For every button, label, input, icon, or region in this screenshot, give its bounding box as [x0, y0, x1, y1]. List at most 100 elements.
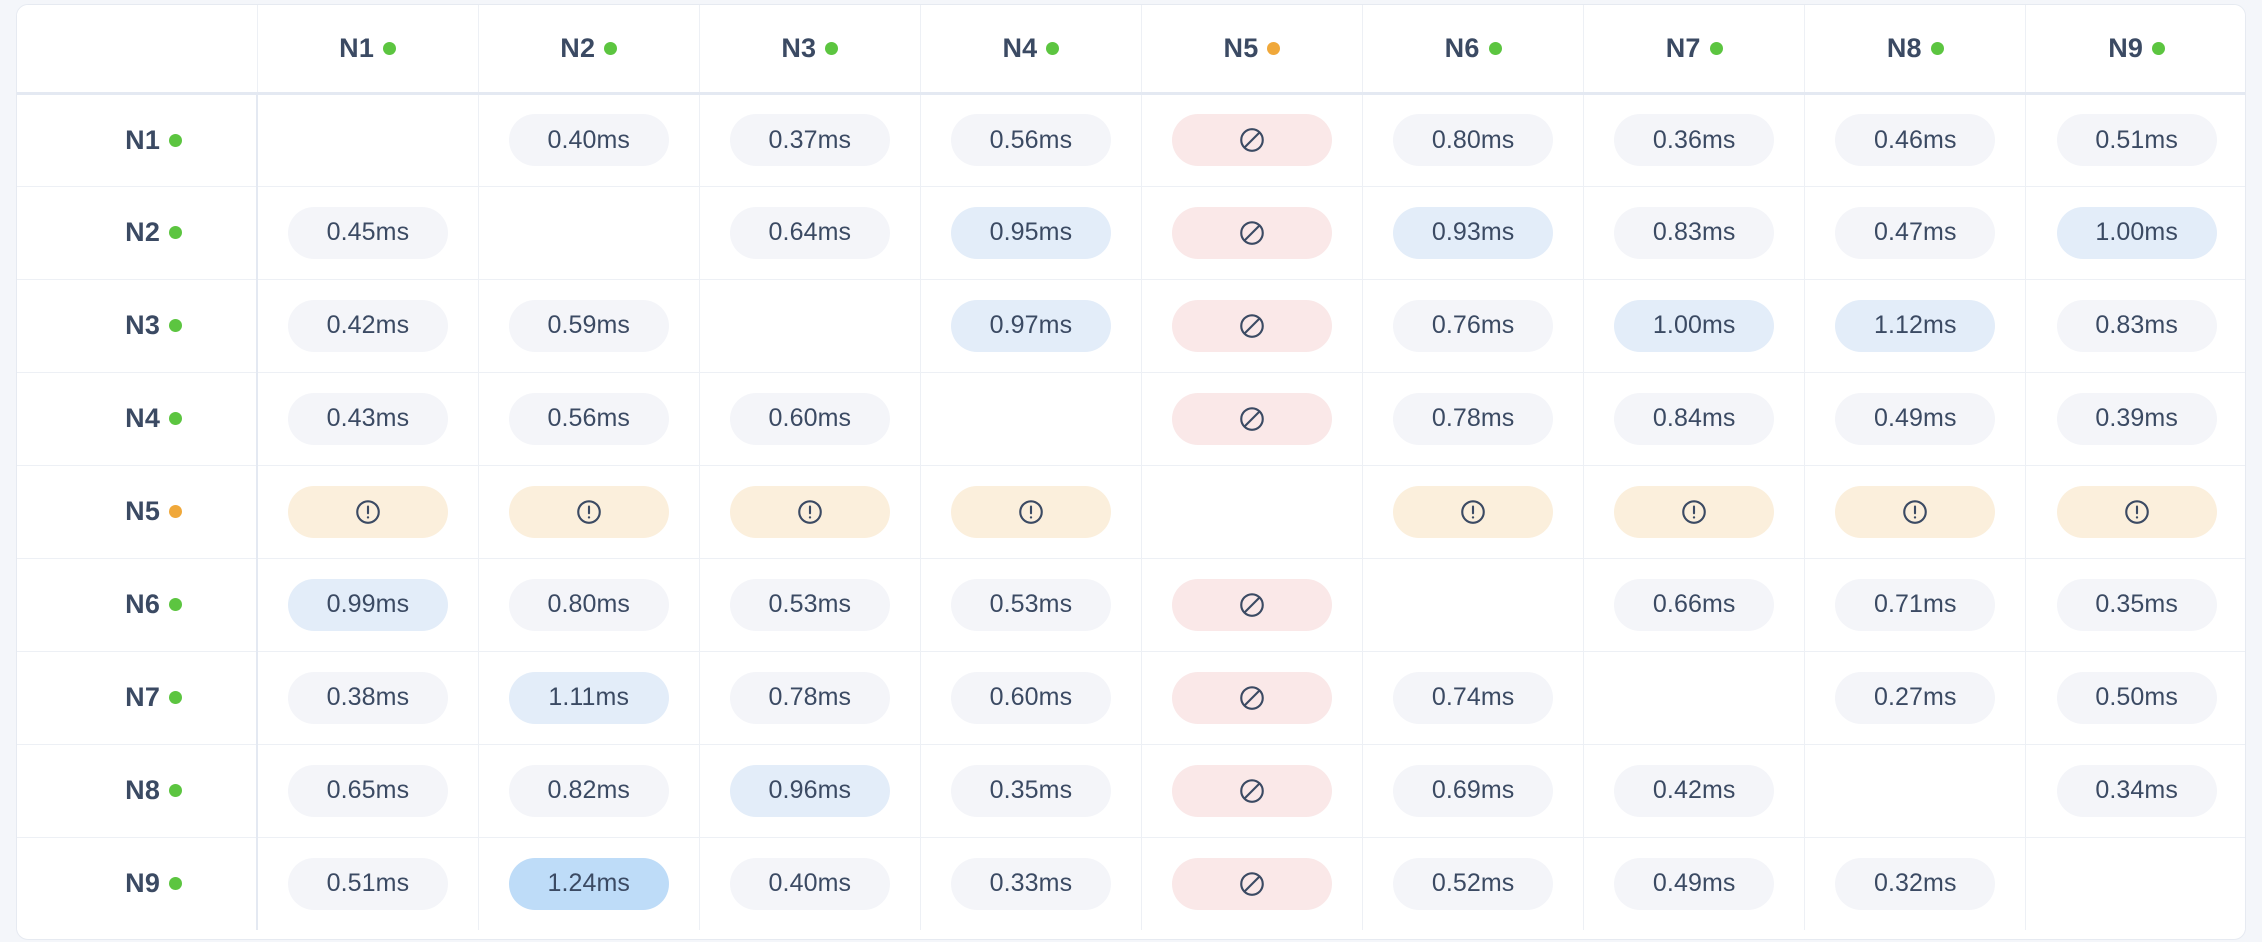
matrix-cell-n5-n1[interactable] — [256, 465, 479, 559]
matrix-cell-n6-n8[interactable]: 0.71ms — [1804, 558, 2026, 652]
matrix-cell-n7-n4[interactable]: 0.60ms — [919, 651, 1142, 745]
matrix-cell-n4-n5[interactable] — [1140, 372, 1363, 466]
matrix-cell-n4-n1[interactable]: 0.43ms — [256, 372, 479, 466]
matrix-cell-n7-n8[interactable]: 0.27ms — [1804, 651, 2026, 745]
matrix-cell-n1-n4[interactable]: 0.56ms — [919, 93, 1142, 187]
matrix-cell-n2-n3[interactable]: 0.64ms — [698, 186, 921, 280]
matrix-col-header-n2[interactable]: N2 — [477, 5, 700, 95]
matrix-cell-n5-n4[interactable] — [919, 465, 1142, 559]
matrix-row-header-n9[interactable]: N9 — [17, 837, 259, 930]
matrix-cell-n3-n5[interactable] — [1140, 279, 1363, 373]
matrix-col-header-n3[interactable]: N3 — [698, 5, 921, 95]
matrix-cell-n2-n5[interactable] — [1140, 186, 1363, 280]
matrix-cell-n6-n2[interactable]: 0.80ms — [477, 558, 700, 652]
matrix-cell-n1-n8[interactable]: 0.46ms — [1804, 93, 2026, 187]
node-label: N5 — [125, 498, 183, 525]
matrix-cell-n3-n7[interactable]: 1.00ms — [1583, 279, 1805, 373]
matrix-cell-n5-n9[interactable] — [2025, 465, 2245, 559]
matrix-cell-n4-n3[interactable]: 0.60ms — [698, 372, 921, 466]
matrix-cell-n3-n9[interactable]: 0.83ms — [2025, 279, 2245, 373]
alert-circle-icon — [1461, 499, 1485, 524]
matrix-cell-n5-n7[interactable] — [1583, 465, 1805, 559]
matrix-cell-n6-n1[interactable]: 0.99ms — [256, 558, 479, 652]
latency-value: 1.00ms — [1652, 311, 1736, 339]
matrix-cell-n5-n2[interactable] — [477, 465, 700, 559]
matrix-cell-n3-n4[interactable]: 0.97ms — [919, 279, 1142, 373]
matrix-row: N9 0.51ms 1.24ms 0.40ms 0.33ms 0.52ms 0.49ms 0.… — [17, 837, 2245, 930]
matrix-cell-n1-n2[interactable]: 0.40ms — [477, 93, 700, 187]
matrix-cell-n8-n4[interactable]: 0.35ms — [919, 744, 1142, 838]
node-label: N2 — [125, 219, 183, 246]
matrix-col-header-n8[interactable]: N8 — [1804, 5, 2026, 95]
matrix-cell-n4-n2[interactable]: 0.56ms — [477, 372, 700, 466]
matrix-col-header-n5[interactable]: N5 — [1140, 5, 1363, 95]
matrix-row-header-n3[interactable]: N3 — [17, 279, 259, 373]
matrix-cell-n1-n9[interactable]: 0.51ms — [2025, 93, 2245, 187]
matrix-row-header-n2[interactable]: N2 — [17, 186, 259, 280]
matrix-cell-n9-n5[interactable] — [1140, 837, 1363, 930]
matrix-cell-n7-n2[interactable]: 1.11ms — [477, 651, 700, 745]
matrix-cell-n2-n7[interactable]: 0.83ms — [1583, 186, 1805, 280]
matrix-cell-n3-n1[interactable]: 0.42ms — [256, 279, 479, 373]
matrix-cell-n6-n3[interactable]: 0.53ms — [698, 558, 921, 652]
matrix-cell-n7-n3[interactable]: 0.78ms — [698, 651, 921, 745]
matrix-cell-n4-n8[interactable]: 0.49ms — [1804, 372, 2026, 466]
matrix-row-header-n5[interactable]: N5 — [17, 465, 259, 559]
matrix-cell-n8-n2[interactable]: 0.82ms — [477, 744, 700, 838]
latency-pill: 0.56ms — [950, 114, 1111, 166]
matrix-cell-n8-n3[interactable]: 0.96ms — [698, 744, 921, 838]
matrix-cell-n5-n8[interactable] — [1804, 465, 2026, 559]
matrix-cell-n3-n2[interactable]: 0.59ms — [477, 279, 700, 373]
matrix-row-header-n1[interactable]: N1 — [17, 93, 259, 187]
node-label: N1 — [125, 126, 183, 154]
matrix-cell-n4-n6[interactable]: 0.78ms — [1362, 372, 1584, 466]
matrix-cell-n7-n1[interactable]: 0.38ms — [256, 651, 479, 745]
matrix-cell-n9-n3[interactable]: 0.40ms — [698, 837, 921, 930]
matrix-col-header-n9[interactable]: N9 — [2025, 5, 2245, 95]
matrix-col-header-n7[interactable]: N7 — [1583, 5, 1805, 95]
matrix-cell-n1-n6[interactable]: 0.80ms — [1362, 93, 1584, 187]
matrix-cell-n9-n7[interactable]: 0.49ms — [1583, 837, 1805, 930]
matrix-col-header-n6[interactable]: N6 — [1362, 5, 1584, 95]
latency-pill: 0.76ms — [1393, 299, 1554, 352]
matrix-cell-n1-n3[interactable]: 0.37ms — [698, 93, 921, 187]
matrix-cell-n9-n4[interactable]: 0.33ms — [919, 837, 1142, 930]
matrix-cell-n8-n6[interactable]: 0.69ms — [1362, 744, 1584, 838]
matrix-cell-n6-n5[interactable] — [1140, 558, 1363, 652]
matrix-cell-n4-n9[interactable]: 0.39ms — [2025, 372, 2245, 466]
matrix-row-header-n7[interactable]: N7 — [17, 651, 259, 745]
matrix-cell-n1-n5[interactable] — [1140, 93, 1363, 187]
matrix-row-header-n4[interactable]: N4 — [17, 372, 259, 466]
matrix-cell-n9-n1[interactable]: 0.51ms — [256, 837, 479, 930]
matrix-cell-n6-n7[interactable]: 0.66ms — [1583, 558, 1805, 652]
matrix-cell-n2-n9[interactable]: 1.00ms — [2025, 186, 2245, 280]
matrix-cell-n8-n7[interactable]: 0.42ms — [1583, 744, 1805, 838]
matrix-cell-n6-n9[interactable]: 0.35ms — [2025, 558, 2245, 652]
matrix-cell-n1-n7[interactable]: 0.36ms — [1583, 93, 1805, 187]
matrix-cell-n2-n1[interactable]: 0.45ms — [256, 186, 479, 280]
matrix-col-header-n1[interactable]: N1 — [256, 5, 479, 95]
matrix-cell-n8-n5[interactable] — [1140, 744, 1363, 838]
matrix-cell-n8-n9[interactable]: 0.34ms — [2025, 744, 2245, 838]
matrix-cell-n2-n6[interactable]: 0.93ms — [1362, 186, 1584, 280]
matrix-cell-n7-n9[interactable]: 0.50ms — [2025, 651, 2245, 745]
matrix-cell-n5-n6[interactable] — [1362, 465, 1584, 559]
matrix-row-header-n6[interactable]: N6 — [17, 558, 259, 652]
matrix-row-header-n8[interactable]: N8 — [17, 744, 259, 838]
latency-pill: 0.52ms — [1393, 857, 1554, 910]
matrix-cell-n3-n8[interactable]: 1.12ms — [1804, 279, 2026, 373]
node-label: N3 — [781, 34, 839, 62]
matrix-cell-n3-n6[interactable]: 0.76ms — [1362, 279, 1584, 373]
matrix-cell-n2-n8[interactable]: 0.47ms — [1804, 186, 2026, 280]
matrix-cell-n9-n8[interactable]: 0.32ms — [1804, 837, 2026, 930]
matrix-col-header-n4[interactable]: N4 — [919, 5, 1142, 95]
matrix-cell-n6-n4[interactable]: 0.53ms — [919, 558, 1142, 652]
matrix-cell-n5-n3[interactable] — [698, 465, 921, 559]
matrix-cell-n7-n6[interactable]: 0.74ms — [1362, 651, 1584, 745]
matrix-cell-n9-n2[interactable]: 1.24ms — [477, 837, 700, 930]
matrix-cell-n2-n4[interactable]: 0.95ms — [919, 186, 1142, 280]
matrix-cell-n8-n1[interactable]: 0.65ms — [256, 744, 479, 838]
matrix-cell-n4-n7[interactable]: 0.84ms — [1583, 372, 1805, 466]
matrix-cell-n7-n5[interactable] — [1140, 651, 1363, 745]
matrix-cell-n9-n6[interactable]: 0.52ms — [1362, 837, 1584, 930]
